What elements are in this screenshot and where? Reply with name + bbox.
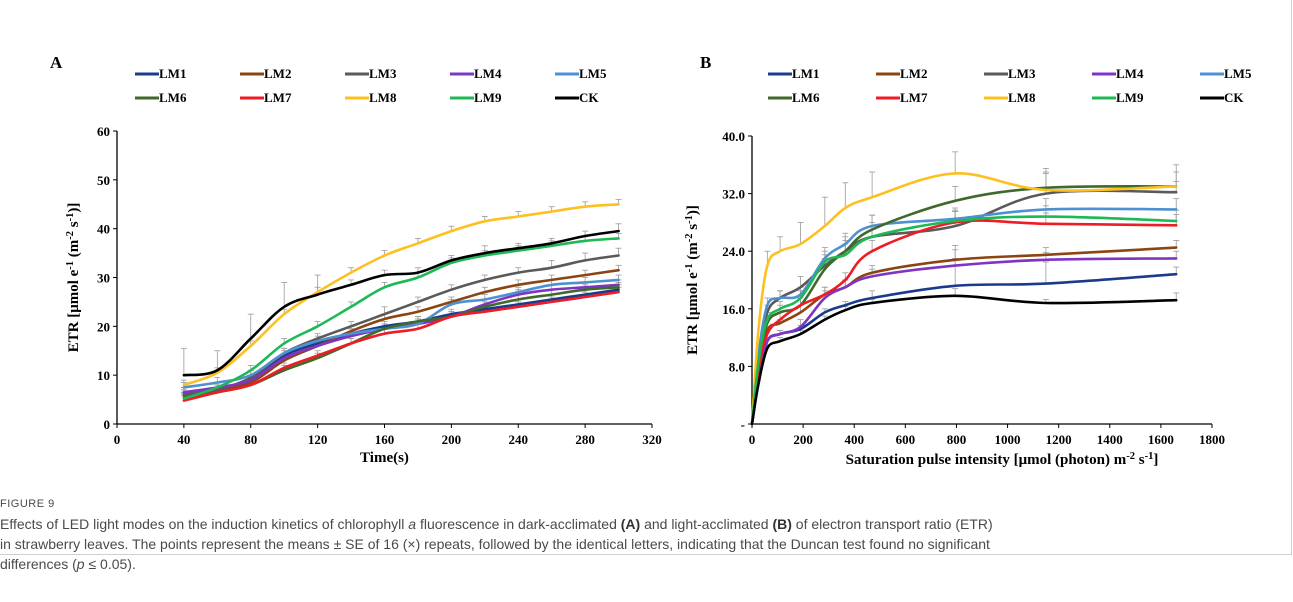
y-tick-label: 32.0 (722, 187, 745, 202)
legend-label: LM7 (900, 90, 928, 105)
x-tick-label: 0 (114, 432, 121, 447)
x-tick-label: 160 (375, 432, 395, 447)
x-axis-title: Time(s) (360, 450, 409, 466)
y-tick-label: 60 (97, 124, 110, 139)
legend-label: LM3 (1008, 66, 1036, 81)
y-tick-label: 0 (104, 417, 111, 432)
caption-part: (B) (772, 516, 791, 532)
figure-caption-text: Effects of LED light modes on the induct… (0, 514, 1000, 574)
legend-label: LM8 (1008, 90, 1036, 105)
legend-label: LM9 (474, 90, 502, 105)
series-line-ck (752, 296, 1176, 424)
x-tick-label: 400 (844, 432, 864, 447)
y-tick-label: 50 (97, 173, 110, 188)
panel-letter: A (50, 53, 63, 72)
figure-charts: A LM1 LM2 LM3 LM4 LM5 LM6 LM7 LM8 LM9 CK 0 10 20 30 40 5… (0, 0, 1293, 496)
y-tick-label: 20 (97, 319, 110, 334)
caption-part: fluorescence in dark-acclimated (416, 516, 621, 532)
legend-label: LM6 (159, 90, 187, 105)
caption-part: p (77, 556, 85, 572)
series-line-lm5 (752, 209, 1176, 424)
y-tick-label: 40 (97, 222, 110, 237)
caption-part: ≤ 0.05). (85, 556, 136, 572)
legend-label: LM1 (159, 66, 186, 81)
y-axis-title: ETR [μmol e-1 (m-2 s-1)] (684, 205, 702, 355)
x-axis-title: Saturation pulse intensity [μmol (photon… (846, 451, 1159, 469)
y-tick-label: 30 (97, 271, 110, 286)
legend-label: LM5 (579, 66, 607, 81)
caption-part: and light-acclimated (640, 516, 772, 532)
x-tick-label: 800 (947, 432, 967, 447)
caption-part: (A) (621, 516, 640, 532)
x-tick-label: 40 (177, 432, 190, 447)
legend-label: CK (1224, 90, 1244, 105)
legend-label: LM7 (264, 90, 292, 105)
legend-label: LM5 (1224, 66, 1252, 81)
x-tick-label: 1600 (1148, 432, 1174, 447)
x-tick-label: 600 (896, 432, 916, 447)
legend-label: LM9 (1116, 90, 1144, 105)
x-tick-label: 1400 (1097, 432, 1123, 447)
series-line-ck (184, 231, 619, 375)
figure-label: FIGURE 9 (0, 498, 1000, 510)
legend-label: LM4 (1116, 66, 1144, 81)
series-line-lm9 (752, 217, 1176, 424)
legend-label: LM6 (792, 90, 820, 105)
x-tick-label: 1800 (1199, 432, 1225, 447)
y-tick-label: 40.0 (722, 129, 745, 144)
y-axis-title: ETR [μmol e-1 (m-2 s-1)] (65, 203, 83, 353)
x-tick-label: 1200 (1046, 432, 1072, 447)
y-tick-label: 10 (97, 368, 110, 383)
figure-caption: FIGURE 9 Effects of LED light modes on t… (0, 498, 1000, 574)
x-tick-label: 320 (642, 432, 662, 447)
legend-label: CK (579, 90, 599, 105)
x-tick-label: 200 (442, 432, 462, 447)
x-tick-label: 240 (509, 432, 529, 447)
x-tick-label: 200 (793, 432, 813, 447)
x-tick-label: 280 (575, 432, 595, 447)
y-tick-label: 24.0 (722, 244, 745, 259)
caption-part: a (408, 516, 416, 532)
x-tick-label: 1000 (995, 432, 1021, 447)
x-tick-label: 0 (749, 432, 756, 447)
legend-label: LM4 (474, 66, 502, 81)
legend-label: LM2 (900, 66, 927, 81)
chart-panel-a: A LM1 LM2 LM3 LM4 LM5 LM6 LM7 LM8 LM9 CK 0 10 20 30 40 5… (50, 53, 662, 466)
legend-label: LM8 (369, 90, 397, 105)
legend-label: LM1 (792, 66, 819, 81)
x-tick-label: 120 (308, 432, 328, 447)
panel-letter: B (700, 53, 711, 72)
y-tick-label: - (741, 417, 745, 432)
legend-label: LM3 (369, 66, 397, 81)
caption-part: Effects of LED light modes on the induct… (0, 516, 408, 532)
x-tick-label: 80 (244, 432, 257, 447)
y-tick-label: 8.0 (729, 359, 745, 374)
y-tick-label: 16.0 (722, 302, 745, 317)
legend-label: LM2 (264, 66, 291, 81)
chart-panel-b: B LM1 LM2 LM3 LM4 LM5 LM6 LM7 LM8 LM9 CK - 8.0 16.0 24… (684, 53, 1252, 468)
